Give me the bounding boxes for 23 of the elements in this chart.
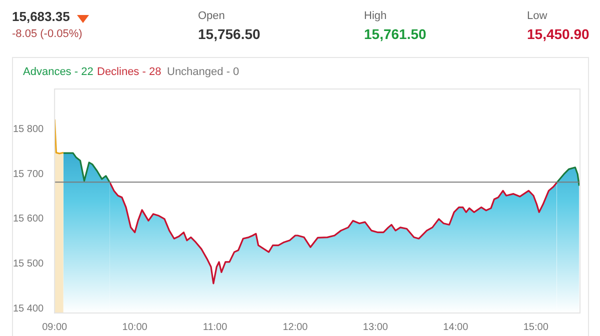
text: Declines - 28: [97, 66, 162, 78]
x-tick-label: 11:00: [202, 322, 228, 333]
x-tick-label: 10:00: [122, 322, 148, 333]
text: 15,761.50: [364, 26, 426, 42]
text: 15,450.90: [527, 26, 590, 42]
y-tick-label: 15 800: [12, 124, 44, 136]
text: High: [364, 10, 387, 22]
x-tick-label: 12:00: [282, 322, 308, 333]
x-tick-label: 14:00: [443, 322, 469, 333]
text: Open: [198, 10, 225, 22]
y-tick-label: 15 700: [12, 168, 44, 180]
x-tick-label: 15:00: [523, 322, 549, 333]
x-tick-label: 13:00: [362, 322, 388, 333]
text: -8.05 (-0.05%): [12, 28, 82, 40]
text: Unchanged - 0: [167, 66, 240, 78]
text: 15,683.35: [12, 9, 70, 24]
text: 15,756.50: [198, 26, 260, 42]
y-tick-label: 15 600: [12, 214, 44, 225]
x-tick-label: 09:00: [42, 322, 68, 333]
text: Advances - 22: [23, 66, 94, 78]
y-tick-label: 15 400: [12, 303, 44, 314]
y-tick-label: 15 500: [12, 258, 44, 270]
text: Low: [527, 10, 548, 22]
